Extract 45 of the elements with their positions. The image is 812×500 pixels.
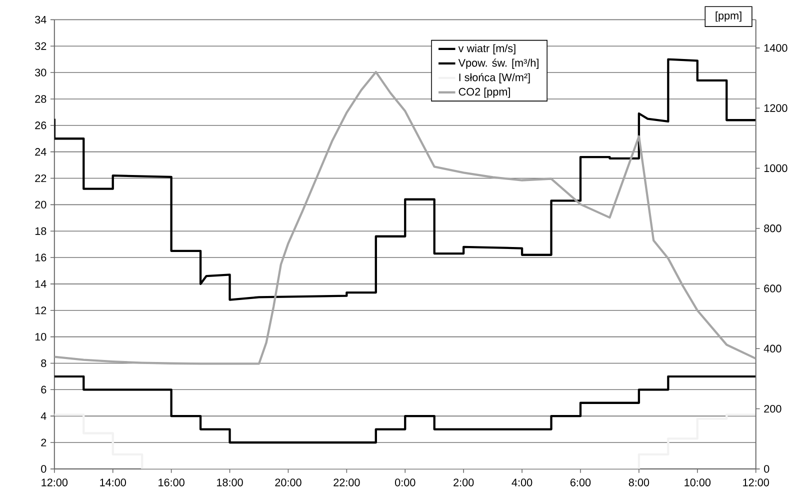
y-tick-label: 26	[35, 121, 46, 130]
y-tick-label: 16	[35, 253, 46, 262]
y2-tick-label: 1200	[764, 104, 788, 112]
x-tick-label: 18:00	[217, 478, 243, 486]
y2-tick-label: 200	[764, 404, 782, 412]
y2-tick-label: 1400	[764, 44, 788, 52]
y-tick-label: 22	[35, 174, 46, 182]
y2-tick-label: 600	[764, 284, 782, 292]
y2-tick-label: 800	[764, 224, 782, 232]
x-tick-label: 2:00	[454, 478, 474, 486]
legend-label: v wiatr [m/s]	[458, 44, 516, 54]
y2-tick-label: 400	[764, 344, 782, 352]
x-tick-label: 4:00	[512, 478, 532, 486]
y2-axis-title: [ppm]	[716, 11, 742, 22]
x-tick-label: 6:00	[570, 478, 591, 486]
y-tick-label: 20	[35, 200, 46, 208]
y-tick-label: 6	[41, 386, 46, 394]
y-tick-label: 8	[41, 359, 46, 367]
x-tick-label: 14:00	[100, 478, 126, 486]
x-tick-label: 20:00	[275, 478, 302, 486]
y-tick-label: 18	[35, 227, 46, 235]
y-tick-label: 14	[35, 280, 46, 288]
y-tick-label: 34	[35, 16, 46, 24]
y-tick-label: 2	[41, 438, 46, 446]
legend-label: I słońca [W/m²]	[459, 72, 530, 84]
line-series	[54, 58, 756, 301]
y-tick-label: 30	[35, 68, 46, 76]
x-tick-label: 8:00	[628, 478, 650, 486]
x-tick-label: 22:00	[334, 478, 360, 486]
y-tick-label: 10	[35, 332, 46, 340]
y-tick-label: 24	[35, 148, 46, 156]
y-tick-label: 28	[35, 94, 46, 103]
x-tick-label: 10:00	[684, 478, 711, 486]
y2-tick-label: 0	[764, 464, 770, 473]
y-tick-label: 0	[41, 464, 46, 473]
y-tick-label: 32	[35, 42, 46, 50]
x-tick-label: 0:00	[395, 478, 416, 486]
x-tick-label: 16:00	[158, 478, 184, 486]
y-tick-label: 12	[35, 306, 46, 314]
x-tick-label: 12:00	[743, 478, 769, 486]
legend-label: CO2 [ppm]	[458, 87, 510, 98]
x-tick-label: 12:00	[42, 478, 68, 486]
legend-label: Vpow. św. [m³/h]	[458, 58, 538, 69]
y-tick-label: 4	[40, 412, 46, 420]
y2-tick-label: 1000	[764, 164, 788, 172]
